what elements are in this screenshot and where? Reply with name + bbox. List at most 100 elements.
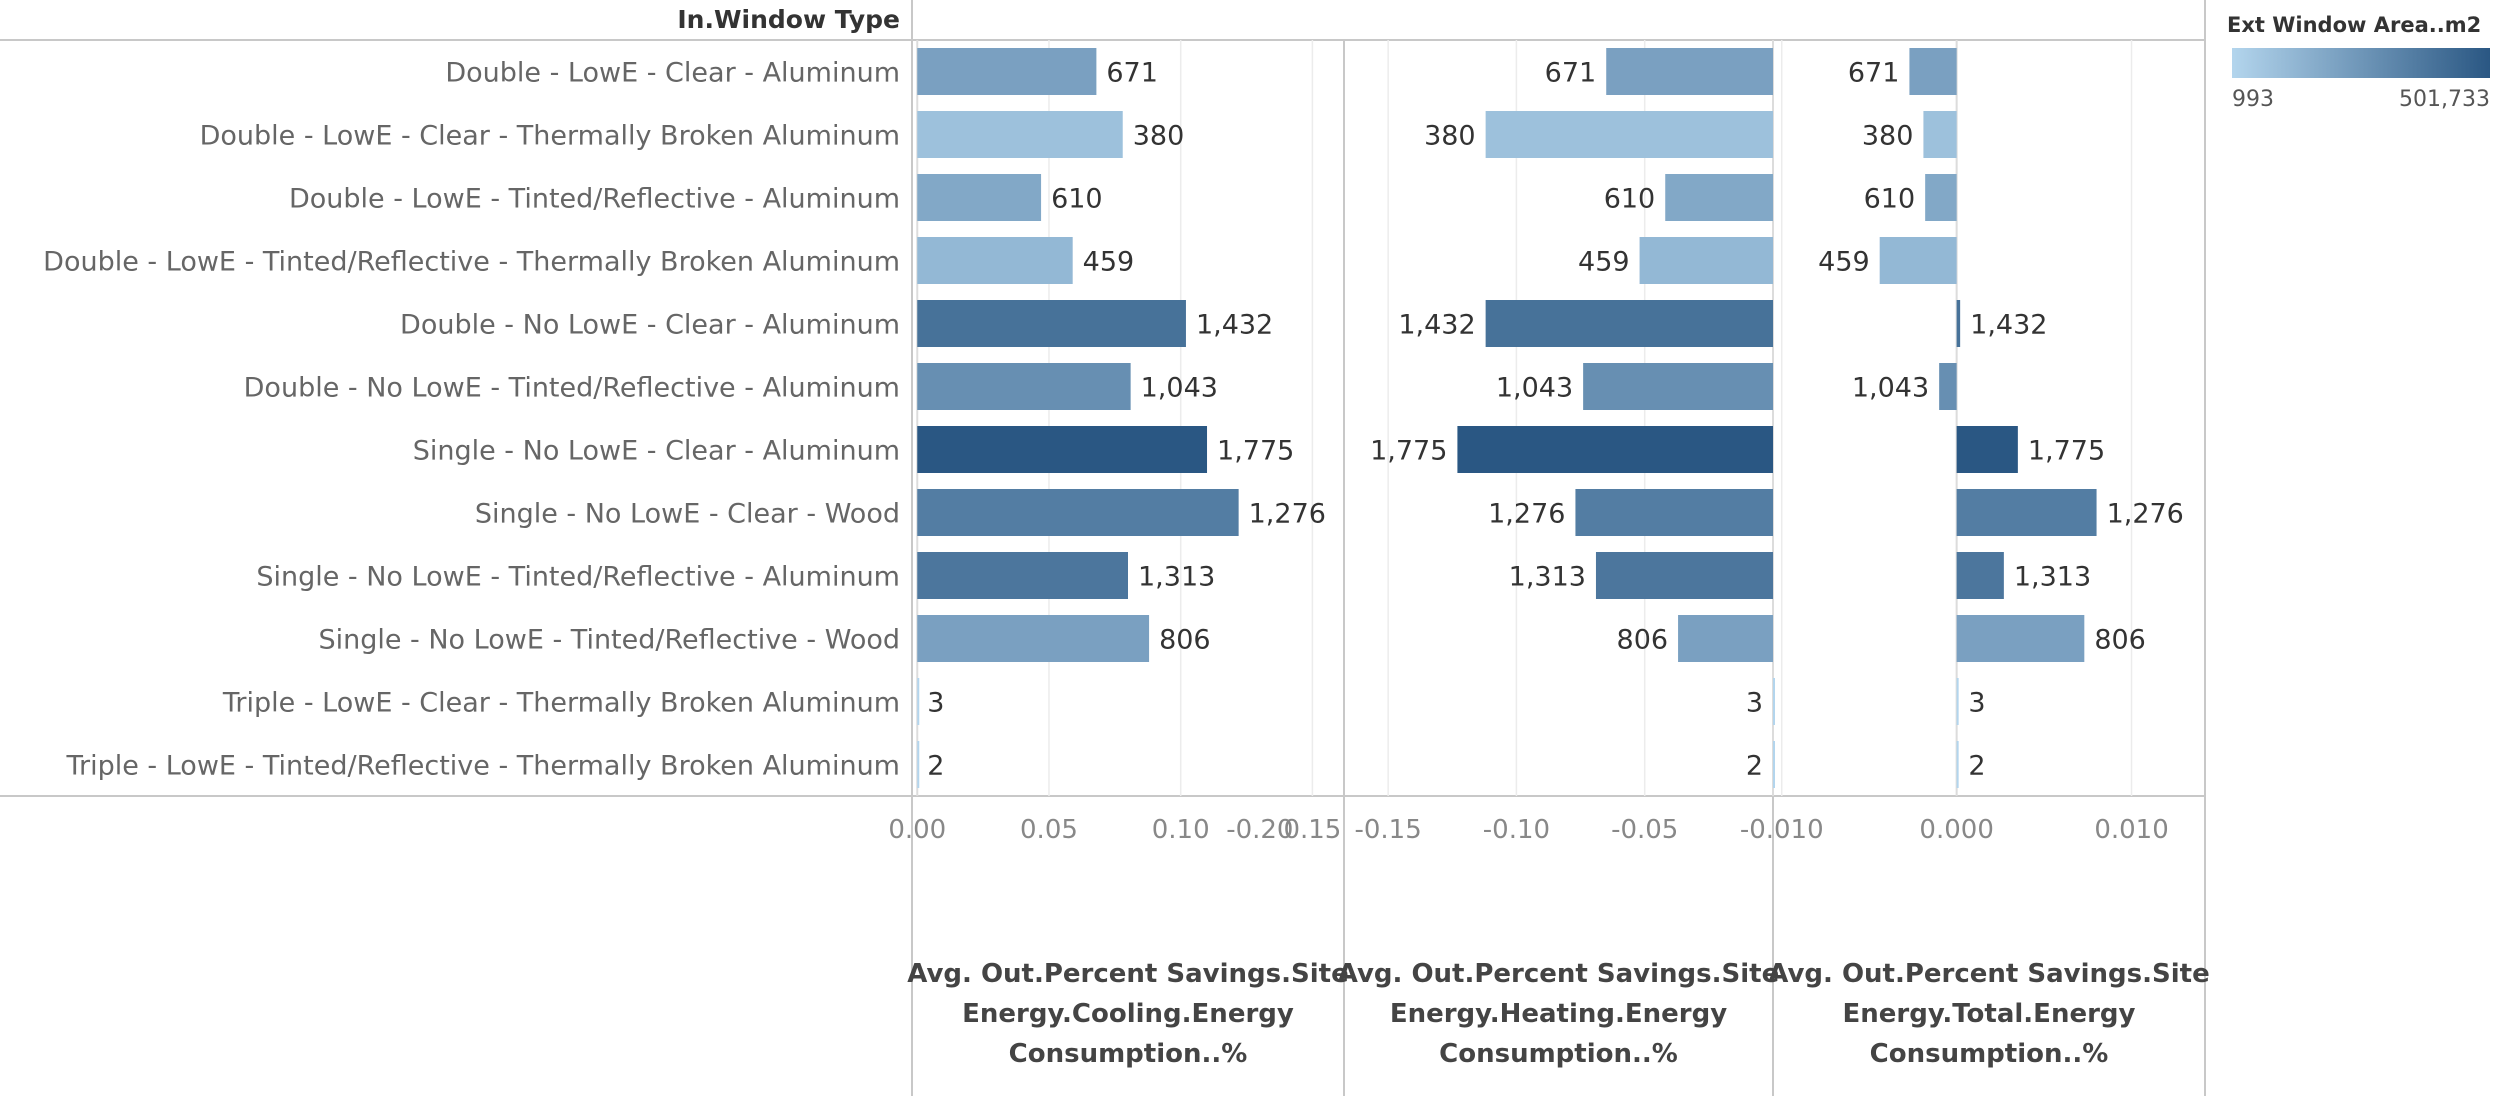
data-label: 1,313 xyxy=(2014,562,2091,593)
data-label: 1,313 xyxy=(1138,562,1215,593)
bar xyxy=(917,615,1150,662)
row-header: In.Window Type xyxy=(677,5,900,34)
bar xyxy=(1939,363,1957,410)
data-label: 380 xyxy=(1133,121,1185,152)
bar xyxy=(1575,489,1773,536)
bar xyxy=(917,426,1208,473)
row-label: Double - No LowE - Tinted/Reflective - A… xyxy=(244,373,900,404)
tick-label: -0.010 xyxy=(1740,815,1824,845)
data-label: 3 xyxy=(1968,688,1985,719)
data-label: 2 xyxy=(1746,751,1763,782)
legend-title: Ext Window Area..m2 xyxy=(2227,13,2481,37)
data-label: 459 xyxy=(1818,247,1870,278)
legend-max-label: 501,733 xyxy=(2399,87,2490,112)
tick-label: 0.00 xyxy=(888,815,946,845)
tick-label: 0.010 xyxy=(2094,815,2168,845)
bar xyxy=(917,552,1128,599)
data-label: 1,432 xyxy=(1398,310,1475,341)
tick-label: -0.05 xyxy=(1611,815,1678,845)
bar xyxy=(917,111,1123,158)
bar xyxy=(1678,615,1773,662)
row-label: Double - LowE - Tinted/Reflective - Ther… xyxy=(43,247,900,278)
bar xyxy=(1485,111,1773,158)
data-label: 1,432 xyxy=(1196,310,1273,341)
data-label: 459 xyxy=(1083,247,1135,278)
axis-title: Energy.Heating.Energy xyxy=(1390,999,1727,1029)
row-label: Single - No LowE - Clear - Aluminum xyxy=(413,436,900,467)
bar xyxy=(1956,552,2004,599)
bar xyxy=(1773,741,1775,788)
bar xyxy=(1457,426,1773,473)
data-label: 671 xyxy=(1545,58,1597,89)
row-label: Double - LowE - Clear - Aluminum xyxy=(445,58,900,89)
tick-label: 0.15 xyxy=(1283,815,1341,845)
data-label: 380 xyxy=(1424,121,1476,152)
data-label: 1,043 xyxy=(1852,373,1929,404)
bar xyxy=(917,741,920,788)
bar xyxy=(1773,678,1775,725)
bar xyxy=(917,174,1042,221)
axis-title: Consumption..% xyxy=(1009,1039,1248,1069)
data-label: 806 xyxy=(1159,625,1211,656)
bar xyxy=(917,237,1073,284)
axis-title: Avg. Out.Percent Savings.Site xyxy=(907,959,1348,989)
legend-min-label: 993 xyxy=(2232,87,2274,112)
row-label: Double - LowE - Tinted/Reflective - Alum… xyxy=(289,184,900,215)
bar xyxy=(917,300,1186,347)
tick-label: 0.000 xyxy=(1919,815,1993,845)
bar xyxy=(1956,426,2018,473)
tick-label: 0.10 xyxy=(1152,815,1210,845)
data-label: 3 xyxy=(927,688,944,719)
bar xyxy=(917,489,1239,536)
axis-title: Consumption..% xyxy=(1870,1039,2109,1069)
row-label: Double - LowE - Clear - Thermally Broken… xyxy=(200,121,900,152)
bar xyxy=(1583,363,1773,410)
data-label: 1,775 xyxy=(1370,436,1447,467)
row-label: Single - No LowE - Tinted/Reflective - W… xyxy=(318,625,900,656)
data-label: 806 xyxy=(1617,625,1669,656)
bar xyxy=(1956,489,2097,536)
row-label: Triple - LowE - Clear - Thermally Broken… xyxy=(222,688,900,719)
bar xyxy=(1956,678,1959,725)
data-label: 1,432 xyxy=(1970,310,2047,341)
row-label: Single - No LowE - Tinted/Reflective - A… xyxy=(256,562,900,593)
data-label: 1,276 xyxy=(1249,499,1326,530)
axis-title: Avg. Out.Percent Savings.Site xyxy=(1768,959,2209,989)
bar xyxy=(1639,237,1773,284)
tick-label: -0.10 xyxy=(1483,815,1550,845)
bar xyxy=(1606,48,1773,95)
axis-title: Energy.Total.Energy xyxy=(1843,999,2136,1029)
bar xyxy=(1956,300,1961,347)
data-label: 610 xyxy=(1051,184,1103,215)
bar xyxy=(917,363,1131,410)
bar xyxy=(917,48,1097,95)
data-label: 1,043 xyxy=(1141,373,1218,404)
legend-gradient-bar xyxy=(2232,48,2490,78)
data-label: 1,313 xyxy=(1509,562,1586,593)
data-label: 610 xyxy=(1864,184,1916,215)
data-label: 671 xyxy=(1848,58,1900,89)
data-label: 671 xyxy=(1106,58,1158,89)
row-label: Double - No LowE - Clear - Aluminum xyxy=(400,310,900,341)
bar xyxy=(1879,237,1957,284)
bar xyxy=(917,678,920,725)
bar xyxy=(1923,111,1957,158)
data-label: 3 xyxy=(1746,688,1763,719)
data-label: 380 xyxy=(1862,121,1914,152)
data-label: 1,775 xyxy=(2028,436,2105,467)
bar xyxy=(1956,741,1959,788)
data-label: 1,043 xyxy=(1496,373,1573,404)
data-label: 2 xyxy=(1968,751,1985,782)
axis-title: Avg. Out.Percent Savings.Site xyxy=(1338,959,1779,989)
data-label: 459 xyxy=(1578,247,1630,278)
tick-label: -0.15 xyxy=(1354,815,1421,845)
tick-label: -0.20 xyxy=(1226,815,1293,845)
row-label: Single - No LowE - Clear - Wood xyxy=(475,499,900,530)
bar xyxy=(1956,615,2085,662)
bar xyxy=(1909,48,1957,95)
axis-title: Consumption..% xyxy=(1439,1039,1678,1069)
bar xyxy=(1485,300,1773,347)
bar xyxy=(1925,174,1957,221)
data-label: 1,276 xyxy=(2107,499,2184,530)
